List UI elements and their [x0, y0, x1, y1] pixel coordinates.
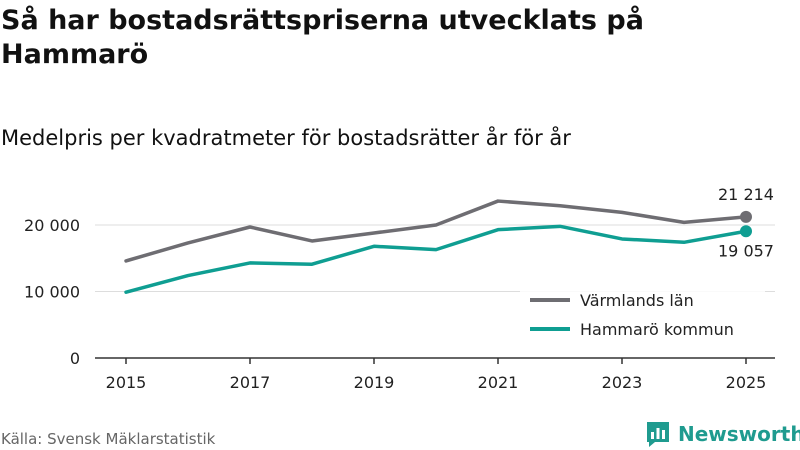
legend-box — [520, 285, 765, 347]
chart-subtitle: Medelpris per kvadratmeter för bostadsrä… — [1, 126, 571, 150]
series-end-point — [740, 225, 752, 238]
newsworthy-logo: Newsworthy — [645, 420, 800, 448]
x-tick-label: 2017 — [230, 373, 271, 392]
brand-name: Newsworthy — [678, 422, 800, 446]
newsworthy-icon — [647, 422, 669, 447]
legend-label: Hammarö kommun — [580, 320, 734, 339]
legend-label: Värmlands län — [580, 291, 694, 310]
end-value-label: 21 214 — [718, 185, 774, 204]
x-tick-label: 2023 — [602, 373, 643, 392]
series-line-hammaro-kommun — [124, 224, 748, 294]
chart-title: Så har bostadsrättspriserna utvecklats p… — [1, 5, 644, 70]
x-tick-label: 2021 — [478, 373, 519, 392]
source-note: Källa: Svensk Mäklarstatistik — [1, 430, 216, 448]
series-line-varmlands-lan — [124, 199, 748, 263]
y-tick-label: 20 000 — [24, 216, 80, 235]
y-tick-label: 0 — [70, 349, 80, 368]
x-tick-label: 2025 — [726, 373, 767, 392]
end-value-label: 19 057 — [718, 241, 774, 260]
x-tick-label: 2019 — [354, 373, 395, 392]
y-tick-label: 10 000 — [24, 283, 80, 302]
x-tick-label: 2015 — [106, 373, 147, 392]
series-end-point — [740, 210, 752, 223]
